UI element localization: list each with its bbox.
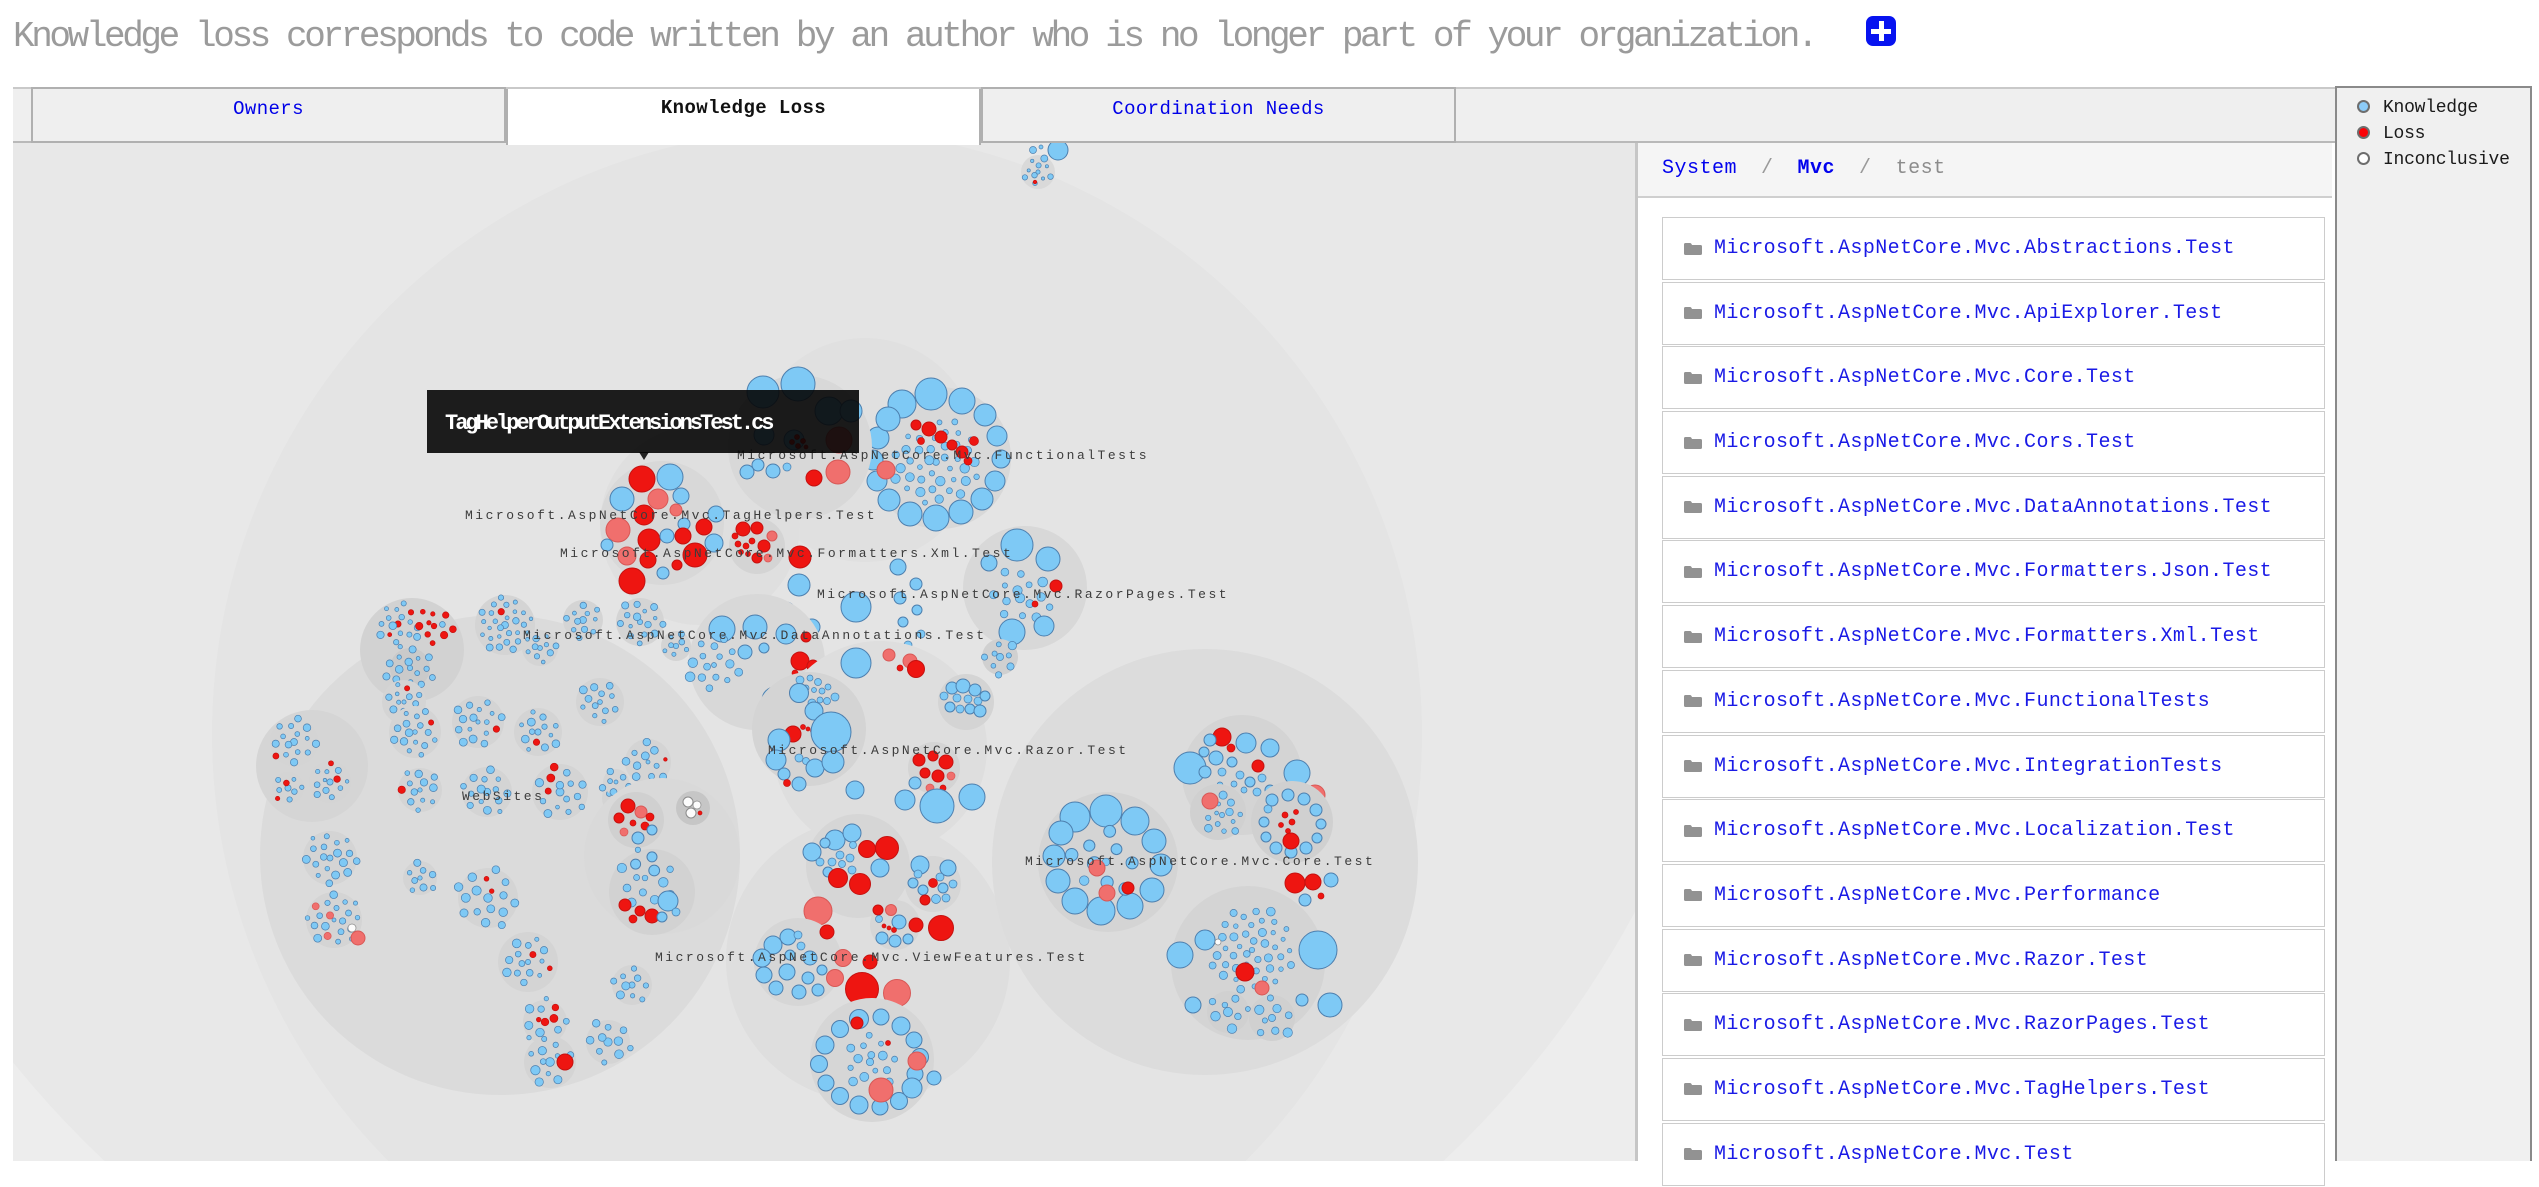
svg-text:Microsoft.AspNetCore.Mvc.Core.: Microsoft.AspNetCore.Mvc.Core.Test — [1025, 854, 1375, 869]
svg-text:TagHelperOutputExtensionsTest.: TagHelperOutputExtensionsTest.cs — [445, 411, 773, 436]
svg-text:Microsoft.AspNetCore.Mvc.DataA: Microsoft.AspNetCore.Mvc.DataAnnotations… — [523, 628, 987, 643]
svg-text:Microsoft.AspNetCore.Mvc.TagHe: Microsoft.AspNetCore.Mvc.TagHelpers.Test — [465, 508, 877, 523]
svg-text:WebSites: WebSites — [462, 789, 544, 804]
svg-text:Microsoft.AspNetCore.Mvc.Forma: Microsoft.AspNetCore.Mvc.Formatters.Xml.… — [560, 546, 1013, 561]
svg-text:Microsoft.AspNetCore.Mvc.Razor: Microsoft.AspNetCore.Mvc.RazorPages.Test — [817, 587, 1229, 602]
svg-text:Microsoft.AspNetCore.Mvc.ViewF: Microsoft.AspNetCore.Mvc.ViewFeatures.Te… — [655, 950, 1088, 965]
svg-text:Microsoft.AspNetCore.Mvc.Razor: Microsoft.AspNetCore.Mvc.Razor.Test — [768, 743, 1129, 758]
